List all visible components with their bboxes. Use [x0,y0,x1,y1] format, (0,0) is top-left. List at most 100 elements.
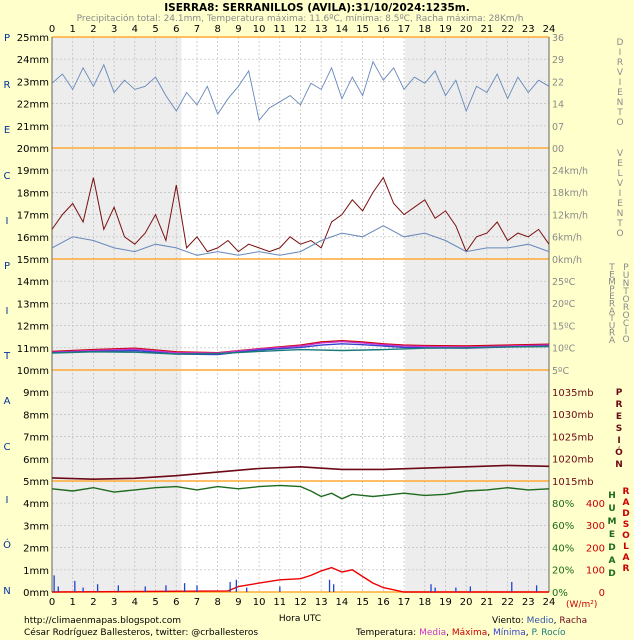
left-axis-tick: 23mm [17,77,49,88]
precipitation-bar [455,587,457,592]
side-label-wind-speed: N [617,209,624,219]
side-label-wind-speed: V [617,179,624,189]
side-label-wind-speed: T [616,219,623,229]
x-tick-bottom: 13 [315,597,328,608]
side-label-pressure: S [616,424,622,434]
pressure-line [51,464,550,481]
x-tick-bottom: 2 [90,597,96,608]
precipitation-bar [328,579,331,592]
side-label-dew-point: O [622,295,629,305]
footer-wind-legend: Viento: Medio, Racha [492,616,587,626]
chart-subtitle: Precipitación total: 24.1mm, Temperatura… [77,13,524,24]
footer-wind-item: Viento: [492,616,527,626]
temperature-line-Media [51,340,550,354]
side-label-wind-direction: E [617,88,623,98]
radiation-tick: 400 [586,499,605,510]
x-tick-top: 2 [90,24,96,35]
temperature-tick: 25ºC [552,277,576,288]
x-tick-bottom: 18 [418,597,431,608]
x-tick-bottom: 14 [336,597,349,608]
x-tick-bottom: 23 [522,597,535,608]
x-tick-bottom: 15 [356,597,369,608]
side-label-temperature: M [608,278,616,288]
side-label-wind-speed: L [617,169,622,179]
precipitation-bar [511,582,513,592]
x-tick-top: 4 [132,24,138,35]
side-label-solar-radiation: A [623,498,630,508]
x-tick-top: 13 [315,24,328,35]
precipitation-bar [82,587,84,592]
x-tick-bottom: 24 [543,597,556,608]
left-axis-letter: P [4,33,10,44]
wind-speed-tick: 12km/h [552,210,588,221]
side-label-wind-direction: V [617,68,624,78]
side-label-temperature: U [609,321,616,331]
side-label-wind-direction: I [619,48,622,58]
side-label-solar-radiation: S [623,520,629,530]
x-tick-top: 11 [273,24,286,35]
x-tick-bottom: 3 [111,597,117,608]
left-axis-tick: 7mm [23,433,49,444]
footer-temperature-item: Media [419,628,446,638]
plot-daylight-band [181,37,406,592]
side-label-solar-radiation: L [623,542,629,552]
side-label-wind-direction: R [617,58,623,68]
x-tick-top: 7 [194,24,200,35]
side-label-temperature: A [609,336,616,346]
x-tick-top: 22 [501,24,514,35]
left-axis-letter: R [4,80,11,91]
precipitation-bar [246,587,248,592]
humidity-tick: 60% [552,521,574,532]
side-label-wind-speed: E [617,199,623,209]
radiation-unit: (W/m²) [566,600,597,610]
x-tick-top: 17 [398,24,411,35]
side-label-dew-point: O [622,311,629,321]
chart-title: ISERRA8: SERRANILLOS (AVILA):31/10/2024:… [164,2,470,14]
left-axis-tick: 8mm [23,410,49,421]
x-tick-top: 3 [111,24,117,35]
wind-speed-tick: 0km/h [552,255,582,266]
precipitation-bar [434,587,436,592]
x-tick-bottom: 20 [460,597,473,608]
left-axis-tick: 19mm [17,166,49,177]
side-label-wind-direction: T [616,108,623,118]
side-label-humidity: H [608,491,616,501]
left-axis-tick: 13mm [17,299,49,310]
footer-temperature-item: , [487,628,493,638]
left-axis-letter: Ó [3,538,11,551]
precipitation-bar [117,585,119,592]
left-axis-tick: 4mm [23,499,49,510]
x-tick-bottom: 12 [294,597,307,608]
precipitation-bar [430,584,432,592]
x-tick-top: 14 [336,24,349,35]
temperature-tick: 10ºC [552,344,576,355]
radiation-tick: 300 [586,521,605,532]
precipitation-bar [279,586,281,592]
precipitation-bar [535,585,538,592]
side-label-temperature: P [609,285,615,295]
side-label-temperature: T [608,263,615,273]
radiation-tick: 100 [586,566,605,577]
left-axis-letter: I [6,495,9,506]
x-tick-top: 24 [543,24,556,35]
left-axis-letter: P [4,261,10,272]
precipitation-bar [144,586,146,592]
wind-mean-line [51,225,550,256]
humidity-tick: 40% [552,543,574,554]
side-label-wind-direction: D [617,38,624,48]
footer-temperature-legend: Temperatura: Media, Máxima, Mínima, P. R… [355,628,566,638]
x-tick-bottom: 6 [173,597,179,608]
side-label-humidity: U [608,504,615,514]
left-axis-tick: 15mm [17,255,49,266]
left-axis-tick: 21mm [17,122,49,133]
x-tick-bottom: 22 [501,597,514,608]
wind-direction-tick: 14 [552,100,564,111]
left-axis-tick: 9mm [23,388,49,399]
side-label-temperature: A [609,307,616,317]
side-label-temperature: E [609,270,615,280]
side-label-humidity: E [609,530,615,540]
humidity-line [51,484,550,500]
side-label-solar-radiation: R [623,564,630,574]
